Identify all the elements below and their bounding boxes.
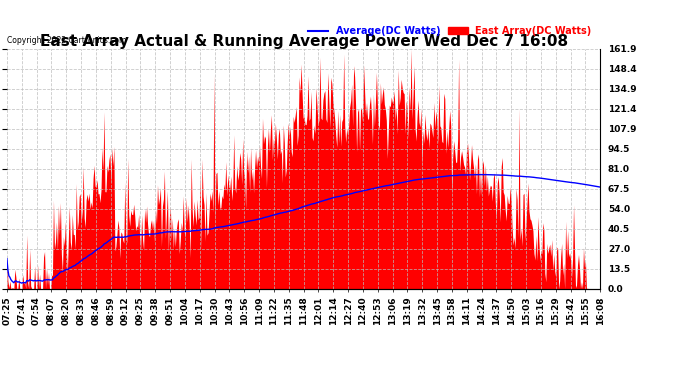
Title: East Array Actual & Running Average Power Wed Dec 7 16:08: East Array Actual & Running Average Powe…	[39, 34, 568, 49]
Legend: Average(DC Watts), East Array(DC Watts): Average(DC Watts), East Array(DC Watts)	[304, 22, 595, 40]
Text: Copyright 2022 Cartronics.com: Copyright 2022 Cartronics.com	[7, 36, 126, 45]
